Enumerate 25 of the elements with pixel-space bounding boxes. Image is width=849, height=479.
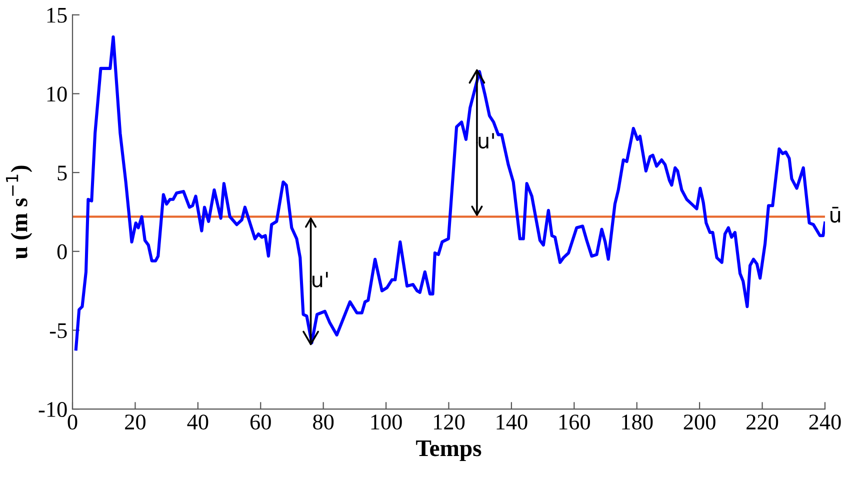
x-tick-label: 180 bbox=[622, 414, 653, 430]
x-tick-label: 240 bbox=[809, 414, 841, 430]
line-series bbox=[74, 35, 825, 351]
y-tick-label: -5 bbox=[50, 323, 67, 338]
y-tick-label: 10 bbox=[47, 86, 67, 102]
x-tick-label: 100 bbox=[371, 414, 402, 430]
annotation: u' bbox=[312, 272, 328, 288]
x-tick-label: 120 bbox=[434, 414, 465, 430]
y-axis-title: u (m s$^{−1}$) bbox=[6, 166, 32, 260]
y-tick-label: 15 bbox=[47, 8, 67, 23]
ref-line-label: ū bbox=[830, 206, 840, 223]
x-tick-label: 20 bbox=[125, 414, 146, 430]
x-tick-label: 40 bbox=[187, 414, 208, 430]
y-tick-label: 0 bbox=[57, 244, 67, 260]
y-tick-label: 5 bbox=[58, 166, 67, 180]
x-tick-label: 0 bbox=[68, 414, 78, 430]
x-tick-label: 80 bbox=[313, 414, 334, 430]
x-tick-label: 160 bbox=[559, 414, 590, 430]
annotation: u' bbox=[478, 133, 494, 149]
x-tick-label: 200 bbox=[684, 414, 716, 430]
x-tick-label: 140 bbox=[496, 414, 528, 430]
x-axis-title: Temps bbox=[416, 440, 482, 462]
x-tick-label: 60 bbox=[250, 414, 271, 430]
x-tick-label: 220 bbox=[746, 414, 778, 430]
y-tick-label: -10 bbox=[38, 402, 67, 417]
